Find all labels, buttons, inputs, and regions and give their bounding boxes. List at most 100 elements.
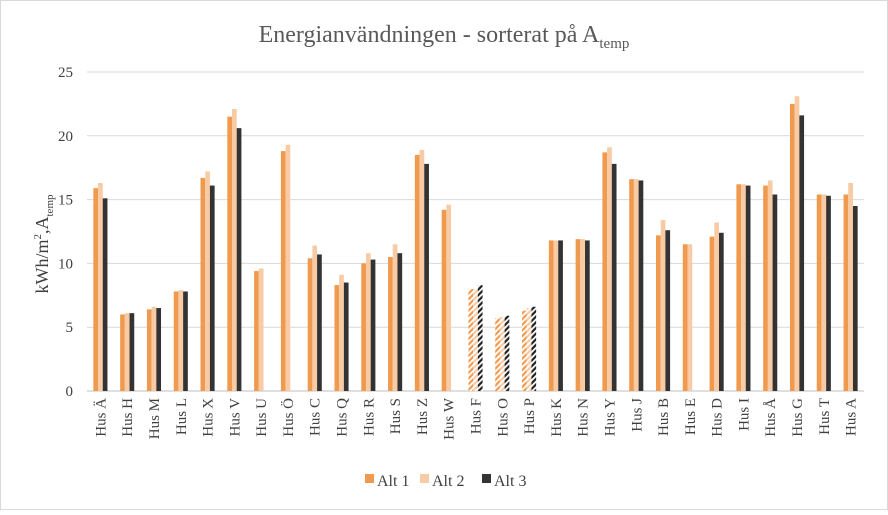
- y-axis-label-main: kWh/m: [32, 240, 52, 294]
- x-axis-ticks: Hus Ä Hus H Hus M Hus L Hus X Hus V Hus U Hus Ö…: [92, 397, 859, 440]
- bar-alt-3: [397, 253, 403, 391]
- x-tick-label: Hus V: [227, 398, 243, 437]
- bar-alt-3: [799, 115, 805, 391]
- y-tick-label: 25: [58, 65, 73, 81]
- y-tick-label: 10: [58, 256, 73, 272]
- bar-alt-1: [843, 194, 849, 391]
- bar-alt-1: [254, 271, 259, 391]
- y-tick-label: 5: [66, 320, 74, 336]
- bar-alt-3: [531, 306, 537, 391]
- bar-alt-1: [736, 184, 742, 391]
- bar-alt-2: [660, 220, 666, 391]
- x-tick-label: Hus Z: [415, 398, 431, 435]
- x-tick-label: Hus R: [361, 398, 377, 436]
- bar-alt-2: [741, 184, 746, 391]
- x-tick-label: Hus T: [817, 398, 833, 435]
- bar-alt-3: [852, 205, 858, 391]
- x-tick-label: Hus L: [174, 398, 190, 435]
- bar-alt-3: [826, 195, 831, 391]
- x-tick-label: Hus Y: [602, 398, 618, 436]
- y-tick-label: 20: [58, 129, 73, 145]
- legend-swatch-alt-2: [420, 474, 429, 483]
- bar-alt-2: [473, 288, 478, 391]
- x-tick-label: Hus K: [549, 398, 565, 437]
- bar-alt-2: [339, 274, 344, 391]
- bar-alt-2: [714, 222, 719, 391]
- chart-title-main: Energianvändningen - sorterat på A: [259, 22, 600, 48]
- x-tick-label: Hus O: [495, 398, 511, 437]
- bar-alt-2: [258, 268, 264, 391]
- bar-alt-2: [794, 96, 800, 392]
- x-tick-label: Hus F: [469, 398, 485, 434]
- bar-alt-1: [200, 177, 206, 391]
- bar-alt-1: [575, 239, 581, 391]
- bar-alt-1: [629, 179, 634, 391]
- bar-alt-1: [280, 151, 286, 391]
- y-axis-label-superscript: 2: [32, 234, 44, 240]
- x-tick-label: Hus Ö: [280, 398, 297, 437]
- bar-alt-1: [120, 314, 125, 391]
- bar-alt-2: [607, 147, 612, 391]
- bar-alt-2: [419, 149, 425, 391]
- bar-alt-3: [558, 240, 563, 391]
- bar-alt-1: [334, 285, 340, 391]
- bar-alt-1: [816, 194, 822, 391]
- x-tick-label: Hus X: [201, 398, 217, 437]
- bar-alt-3: [370, 259, 376, 391]
- y-axis-label-mid: ,A: [32, 217, 52, 235]
- bar-alt-1: [173, 291, 179, 391]
- bar-alt-1: [602, 152, 608, 391]
- bar-alt-3: [477, 285, 483, 391]
- x-tick-label: Hus C: [308, 398, 324, 436]
- bar-alt-3: [424, 163, 429, 391]
- bar-alt-1: [763, 185, 768, 391]
- x-tick-label: Hus P: [522, 398, 538, 434]
- bar-alt-1: [146, 309, 152, 391]
- x-tick-label: Hus M: [147, 398, 163, 439]
- bar-alt-1: [93, 188, 99, 391]
- bar-alt-2: [848, 183, 853, 391]
- bar-alt-1: [522, 310, 527, 391]
- bar-alt-1: [495, 318, 500, 391]
- x-tick-label: Hus U: [254, 398, 270, 437]
- y-axis-label-subscript: temp: [44, 194, 56, 216]
- x-tick-label: Hus A: [844, 398, 860, 436]
- chart-title: Energianvändningen - sorterat på Atemp: [259, 22, 630, 52]
- bar-alt-2: [580, 239, 586, 391]
- y-tick-label: 15: [58, 193, 73, 209]
- bar-alt-2: [446, 204, 452, 391]
- x-tick-label: Hus Ä: [92, 398, 109, 437]
- bar-alt-3: [504, 315, 510, 391]
- bar-alt-1: [789, 103, 795, 392]
- bar-alt-2: [124, 313, 130, 391]
- legend: Alt 1 Alt 2 Alt 3: [365, 473, 526, 490]
- legend-swatch-alt-1: [365, 474, 374, 483]
- bar-alt-3: [772, 194, 778, 391]
- bar-alt-3: [317, 254, 322, 391]
- bar-alt-1: [227, 116, 233, 391]
- bar-alt-3: [745, 185, 751, 391]
- bar-alt-2: [312, 245, 318, 391]
- bars: [93, 96, 858, 392]
- bar-alt-2: [178, 290, 184, 391]
- bar-alt-3: [343, 282, 349, 391]
- x-tick-label: Hus N: [576, 398, 592, 437]
- bar-alt-3: [638, 180, 644, 391]
- x-tick-label: Hus J: [629, 398, 645, 432]
- bar-alt-2: [151, 306, 157, 391]
- x-tick-label: Hus B: [656, 398, 672, 436]
- x-tick-label: Hus Å: [763, 398, 779, 437]
- bar-alt-1: [656, 235, 661, 391]
- bar-alt-3: [183, 291, 188, 391]
- bar-alt-1: [388, 257, 393, 391]
- bar-alt-2: [98, 183, 103, 391]
- bar-alt-1: [441, 209, 447, 391]
- legend-swatch-alt-3: [482, 474, 491, 483]
- chart-title-subscript: temp: [599, 36, 629, 52]
- bar-alt-2: [232, 109, 237, 391]
- y-tick-label: 0: [66, 384, 74, 400]
- bar-alt-2: [365, 253, 371, 391]
- bar-alt-2: [687, 244, 693, 391]
- bar-alt-1: [468, 288, 474, 391]
